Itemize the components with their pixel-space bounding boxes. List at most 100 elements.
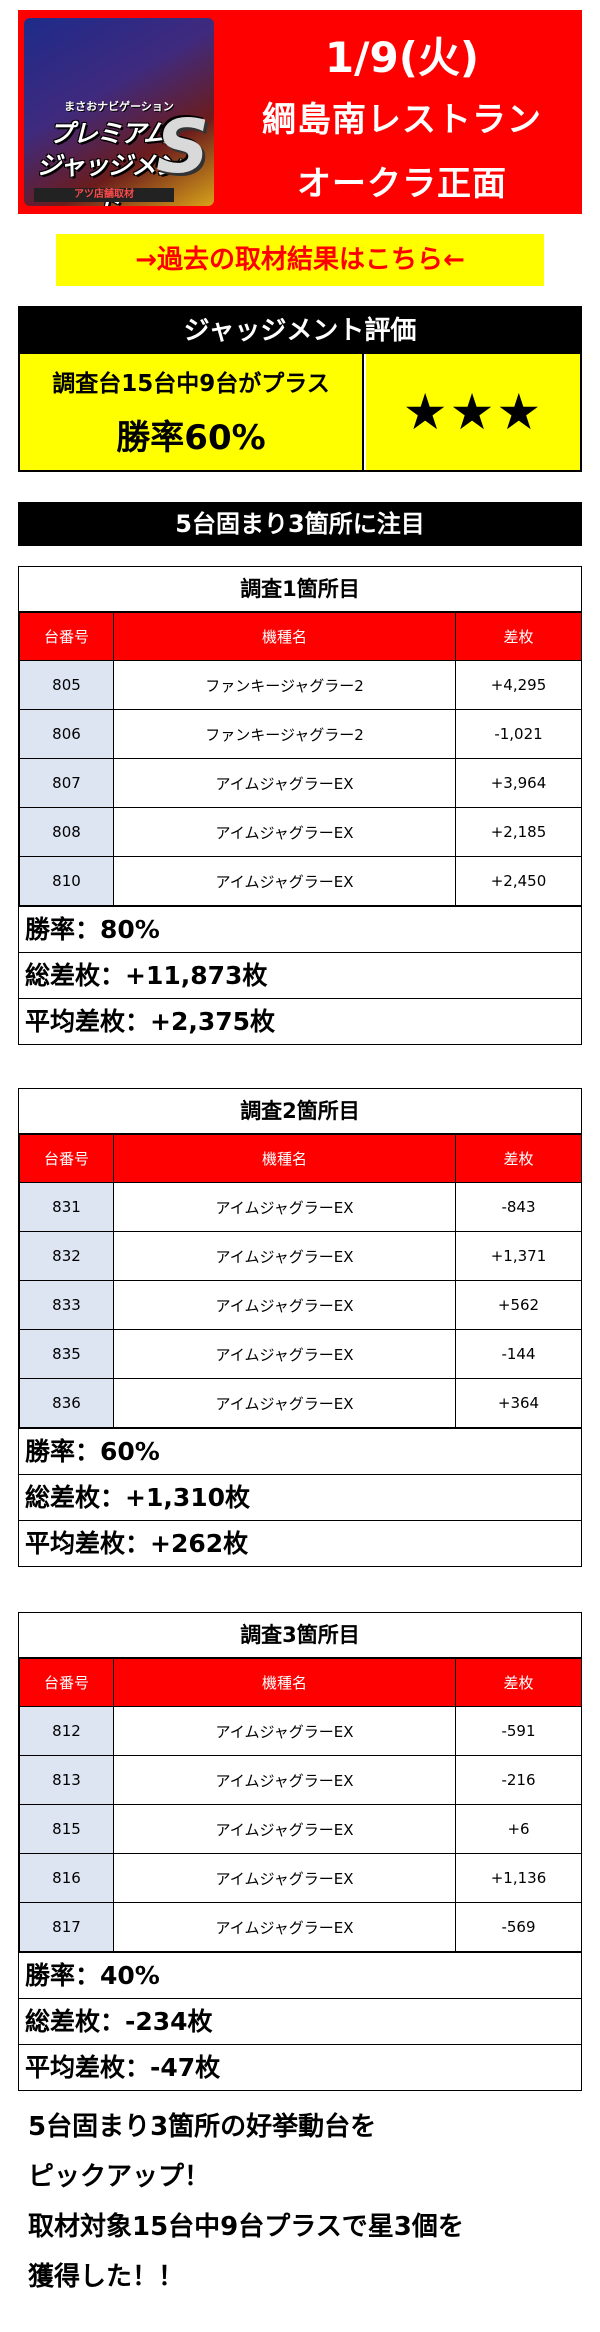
machine-name: アイムジャグラーEX bbox=[113, 1706, 456, 1756]
machine-name: アイムジャグラーEX bbox=[113, 1182, 456, 1232]
coin-diff: +4,295 bbox=[455, 660, 582, 710]
machine-no: 808 bbox=[19, 807, 114, 857]
survey-total-diff: 総差枚：+11,873枚 bbox=[19, 952, 581, 998]
survey-win-rate: 勝率：60% bbox=[19, 1428, 581, 1474]
column-header-diff: 差枚 bbox=[455, 1658, 582, 1707]
survey-win-rate: 勝率：80% bbox=[19, 906, 581, 952]
past-results-link[interactable]: →過去の取材結果はこちら← bbox=[56, 234, 544, 286]
store-location: オークラ正面 bbox=[297, 164, 507, 204]
store-name: 綱島南レストラン bbox=[262, 100, 542, 140]
coin-diff: +2,450 bbox=[455, 856, 582, 906]
column-header-machine-name: 機種名 bbox=[113, 612, 456, 661]
machine-name: アイムジャグラーEX bbox=[113, 1329, 456, 1379]
coin-diff: +1,371 bbox=[455, 1231, 582, 1281]
coin-diff: +6 bbox=[455, 1804, 582, 1854]
machine-name: ファンキージャグラー2 bbox=[113, 709, 456, 759]
column-header-machine-no: 台番号 bbox=[19, 1658, 114, 1707]
machine-name: アイムジャグラーEX bbox=[113, 856, 456, 906]
table-row: 812 アイムジャグラーEX -591 bbox=[19, 1706, 582, 1756]
column-header-machine-name: 機種名 bbox=[113, 1658, 456, 1707]
column-header-diff: 差枚 bbox=[455, 1134, 582, 1183]
machine-name: アイムジャグラーEX bbox=[113, 1755, 456, 1805]
survey-title: 調査1箇所目 bbox=[19, 567, 581, 612]
machine-no: 831 bbox=[19, 1182, 114, 1232]
table-header-row: 台番号 機種名 差枚 bbox=[19, 1134, 582, 1183]
logo-badge: S bbox=[156, 104, 210, 190]
coin-diff: -843 bbox=[455, 1182, 582, 1232]
closing-comment: 5台固まり3箇所の好挙動台を ピックアップ！ 取材対象15台中9台プラスで星3個… bbox=[28, 2102, 572, 2302]
logo-line1: プレミアム bbox=[48, 119, 168, 148]
event-date: 1/9(火) bbox=[324, 33, 480, 82]
survey-table: 台番号 機種名 差枚 812 アイムジャグラーEX -591 813 アイムジャ… bbox=[19, 1658, 582, 1952]
table-row: 833 アイムジャグラーEX +562 bbox=[19, 1280, 582, 1330]
survey-total-diff: 総差枚：+1,310枚 bbox=[19, 1474, 581, 1520]
judgement-box: ジャッジメント評価 調査台15台中9台がプラス 勝率60% ★★★ bbox=[18, 306, 582, 472]
focus-banner: 5台固まり3箇所に注目 bbox=[18, 502, 582, 546]
coin-diff: -591 bbox=[455, 1706, 582, 1756]
survey-title: 調査2箇所目 bbox=[19, 1089, 581, 1134]
machine-name: アイムジャグラーEX bbox=[113, 1231, 456, 1281]
machine-no: 833 bbox=[19, 1280, 114, 1330]
survey-average-diff: 平均差枚：+2,375枚 bbox=[19, 998, 581, 1044]
machine-name: アイムジャグラーEX bbox=[113, 807, 456, 857]
closing-line: ピックアップ！ bbox=[28, 2162, 211, 2192]
survey-average-diff: 平均差枚：+262枚 bbox=[19, 1520, 581, 1566]
coin-diff: -144 bbox=[455, 1329, 582, 1379]
coin-diff: -569 bbox=[455, 1902, 582, 1952]
survey-table: 台番号 機種名 差枚 831 アイムジャグラーEX -843 832 アイムジャ… bbox=[19, 1134, 582, 1428]
machine-no: 807 bbox=[19, 758, 114, 808]
table-row: 810 アイムジャグラーEX +2,450 bbox=[19, 856, 582, 906]
table-row: 815 アイムジャグラーEX +6 bbox=[19, 1804, 582, 1854]
table-row: 813 アイムジャグラーEX -216 bbox=[19, 1755, 582, 1805]
survey-title: 調査3箇所目 bbox=[19, 1613, 581, 1658]
logo-subtitle: まさおナビゲーション bbox=[64, 100, 174, 113]
machine-name: アイムジャグラーEX bbox=[113, 1280, 456, 1330]
judgement-summary: 調査台15台中9台がプラス bbox=[52, 371, 330, 397]
machine-name: アイムジャグラーEX bbox=[113, 1378, 456, 1428]
survey-section-1: 調査1箇所目 台番号 機種名 差枚 805 ファンキージャグラー2 +4,295… bbox=[18, 566, 582, 1045]
premium-judgement-logo: まさおナビゲーション プレミアム ジャッジメント S アツ店舗取材 bbox=[24, 18, 214, 206]
machine-no: 817 bbox=[19, 1902, 114, 1952]
column-header-machine-no: 台番号 bbox=[19, 1134, 114, 1183]
coin-diff: -216 bbox=[455, 1755, 582, 1805]
coin-diff: +1,136 bbox=[455, 1853, 582, 1903]
machine-no: 816 bbox=[19, 1853, 114, 1903]
survey-win-rate: 勝率：40% bbox=[19, 1952, 581, 1998]
column-header-machine-name: 機種名 bbox=[113, 1134, 456, 1183]
machine-no: 836 bbox=[19, 1378, 114, 1428]
closing-line: 取材対象15台中9台プラスで星3個を bbox=[28, 2212, 464, 2242]
judgement-title: ジャッジメント評価 bbox=[20, 308, 580, 354]
header-banner: まさおナビゲーション プレミアム ジャッジメント S アツ店舗取材 1/9(火)… bbox=[18, 10, 582, 214]
judgement-win-rate: 勝率60% bbox=[116, 418, 266, 458]
closing-line: 獲得した！！ bbox=[28, 2262, 185, 2292]
table-row: 835 アイムジャグラーEX -144 bbox=[19, 1329, 582, 1379]
table-row: 807 アイムジャグラーEX +3,964 bbox=[19, 758, 582, 808]
coin-diff: +2,185 bbox=[455, 807, 582, 857]
machine-no: 835 bbox=[19, 1329, 114, 1379]
machine-name: アイムジャグラーEX bbox=[113, 1804, 456, 1854]
coin-diff: +3,964 bbox=[455, 758, 582, 808]
table-row: 816 アイムジャグラーEX +1,136 bbox=[19, 1853, 582, 1903]
table-row: 832 アイムジャグラーEX +1,371 bbox=[19, 1231, 582, 1281]
machine-no: 813 bbox=[19, 1755, 114, 1805]
table-row: 805 ファンキージャグラー2 +4,295 bbox=[19, 660, 582, 710]
table-row: 806 ファンキージャグラー2 -1,021 bbox=[19, 709, 582, 759]
coin-diff: +364 bbox=[455, 1378, 582, 1428]
logo-footer: アツ店舗取材 bbox=[34, 188, 174, 202]
machine-no: 832 bbox=[19, 1231, 114, 1281]
machine-no: 810 bbox=[19, 856, 114, 906]
table-row: 808 アイムジャグラーEX +2,185 bbox=[19, 807, 582, 857]
header-text: 1/9(火) 綱島南レストラン オークラ正面 bbox=[222, 10, 582, 214]
star-rating: ★★★ bbox=[366, 354, 580, 470]
survey-section-3: 調査3箇所目 台番号 機種名 差枚 812 アイムジャグラーEX -591 81… bbox=[18, 1612, 582, 2091]
coin-diff: +562 bbox=[455, 1280, 582, 1330]
machine-name: アイムジャグラーEX bbox=[113, 1853, 456, 1903]
machine-no: 805 bbox=[19, 660, 114, 710]
machine-no: 812 bbox=[19, 1706, 114, 1756]
column-header-diff: 差枚 bbox=[455, 612, 582, 661]
closing-line: 5台固まり3箇所の好挙動台を bbox=[28, 2112, 377, 2142]
machine-name: アイムジャグラーEX bbox=[113, 1902, 456, 1952]
table-row: 817 アイムジャグラーEX -569 bbox=[19, 1902, 582, 1952]
survey-total-diff: 総差枚：-234枚 bbox=[19, 1998, 581, 2044]
column-header-machine-no: 台番号 bbox=[19, 612, 114, 661]
